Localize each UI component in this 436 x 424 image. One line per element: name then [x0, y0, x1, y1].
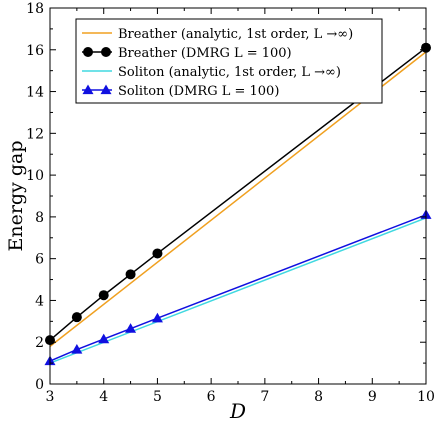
data-point-s2-5 [152, 248, 163, 259]
y-tick-label: 0 [35, 377, 44, 393]
y-axis-title: Energy gap [5, 140, 27, 251]
legend-label-3: Soliton (analytic, 1st order, L →∞) [118, 65, 341, 80]
y-tick-label: 12 [26, 126, 44, 142]
y-tick-label: 6 [35, 252, 44, 268]
x-tick-label: 8 [314, 389, 323, 405]
x-tick-label: 3 [46, 389, 55, 405]
x-tick-label: 9 [368, 389, 377, 405]
y-tick-label: 8 [35, 210, 44, 226]
x-tick-label: 6 [207, 389, 216, 405]
y-tick-label: 4 [35, 293, 44, 309]
data-point-s4-2 [71, 344, 83, 354]
series-line-3 [49, 217, 427, 364]
legend-label-2: Breather (DMRG L = 100) [118, 46, 292, 61]
x-axis-title: D [229, 399, 246, 423]
legend-marker-4 [100, 84, 112, 95]
legend-marker-2 [83, 47, 93, 57]
legend-box [75, 18, 383, 104]
y-tick-label: 10 [26, 168, 44, 184]
legend-marker-2 [101, 47, 111, 57]
data-point-s2-2 [71, 312, 82, 323]
y-tick-label: 2 [35, 335, 44, 351]
data-point-s4-3 [98, 333, 110, 344]
y-tick-label: 14 [26, 85, 44, 101]
data-point-s2-4 [125, 269, 136, 280]
legend-label-4: Soliton (DMRG L = 100) [118, 84, 279, 99]
x-tick-label: 10 [417, 389, 435, 405]
legend: Breather (analytic, 1st order, L →∞) Brea… [75, 18, 383, 104]
y-tick-label: 18 [26, 1, 44, 17]
data-point-s2-3 [98, 290, 109, 301]
axes-layer: 3 4 5 6 7 8 9 10 0 2 4 6 8 10 12 14 16 18 D Energy gap [5, 1, 435, 423]
x-tick-label: 4 [99, 389, 108, 405]
series-line-4 [49, 214, 427, 362]
data-point-s4-5 [151, 312, 163, 323]
legend-marker-4 [82, 84, 94, 95]
legend-label-1: Breather (analytic, 1st order, L →∞) [118, 27, 353, 42]
data-point-s4-4 [125, 323, 137, 333]
series-line-2 [49, 47, 427, 341]
x-tick-label: 5 [153, 389, 162, 405]
y-tick-label: 16 [26, 43, 44, 59]
x-tick-label: 7 [260, 389, 269, 405]
